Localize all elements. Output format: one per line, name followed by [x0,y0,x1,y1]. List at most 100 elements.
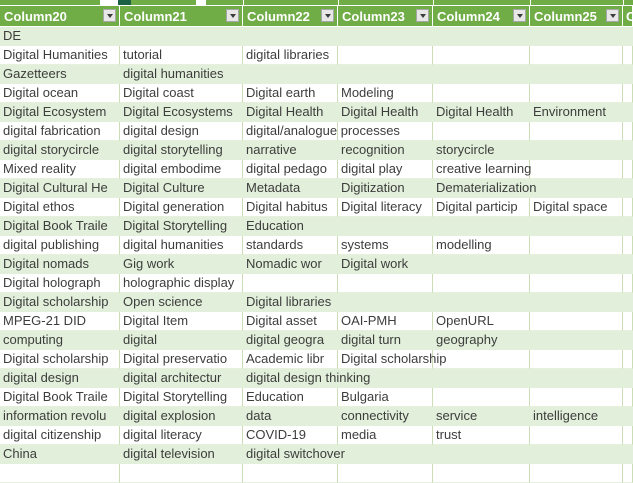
cell[interactable]: digital storycircle [0,141,120,160]
cell[interactable] [623,141,633,160]
cell[interactable]: Digital habitus [243,198,338,217]
cell[interactable] [433,27,530,46]
cell[interactable]: digital literacy [120,426,243,445]
cell[interactable] [0,464,120,483]
cell[interactable] [530,160,623,179]
cell[interactable] [338,464,433,483]
cell[interactable] [530,179,623,198]
cell[interactable] [530,236,623,255]
cell[interactable] [243,274,338,293]
cell[interactable]: Digital coast [120,84,243,103]
cell[interactable]: digital libraries [243,46,338,65]
cell[interactable] [433,46,530,65]
cell[interactable]: digital television [120,445,243,464]
column-header-column20[interactable]: Column20 [0,6,120,27]
cell[interactable]: digital design [0,369,120,388]
cell[interactable]: Bulgaria [338,388,433,407]
cell[interactable]: recognition [338,141,433,160]
cell[interactable] [530,255,623,274]
cell[interactable] [530,274,623,293]
cell[interactable]: digital humanities [120,236,243,255]
cell[interactable] [530,464,623,483]
cell[interactable] [433,274,530,293]
cell[interactable]: Digital Culture [120,179,243,198]
cell[interactable] [623,103,633,122]
cell[interactable] [243,464,338,483]
cell[interactable]: computing [0,331,120,350]
cell[interactable] [530,331,623,350]
cell[interactable]: digital storytelling [120,141,243,160]
cell[interactable]: trust [433,426,530,445]
cell[interactable]: data [243,407,338,426]
cell[interactable] [433,217,530,236]
column-header-column21[interactable]: Column21 [120,6,243,27]
filter-dropdown-button[interactable] [416,9,429,22]
cell[interactable] [243,65,338,84]
cell[interactable] [433,445,530,464]
cell[interactable]: digital pedago [243,160,338,179]
cell[interactable] [433,388,530,407]
cell[interactable]: digital explosion [120,407,243,426]
cell[interactable] [530,369,623,388]
cell[interactable]: standards [243,236,338,255]
filter-dropdown-button[interactable] [606,9,619,22]
cell[interactable] [530,312,623,331]
cell[interactable] [623,293,633,312]
cell[interactable]: Digital libraries [243,293,338,312]
cell[interactable]: media [338,426,433,445]
cell[interactable] [530,122,623,141]
cell[interactable] [530,84,623,103]
cell[interactable] [338,46,433,65]
cell[interactable] [530,65,623,84]
cell[interactable]: Open science [120,293,243,312]
cell[interactable]: Digital Ecosystem [0,103,120,122]
cell[interactable] [530,293,623,312]
cell[interactable] [530,350,623,369]
cell[interactable]: modelling [433,236,530,255]
cell[interactable]: DE [0,27,120,46]
cell[interactable] [623,350,633,369]
cell[interactable] [338,369,433,388]
cell[interactable] [530,46,623,65]
filter-dropdown-button[interactable] [103,9,116,22]
cell[interactable] [623,84,633,103]
cell[interactable]: Digital Book Traile [0,388,120,407]
cell[interactable]: Digital work [338,255,433,274]
cell[interactable]: Digital generation [120,198,243,217]
cell[interactable] [120,27,243,46]
cell[interactable] [623,312,633,331]
column-header-column23[interactable]: Column23 [338,6,433,27]
column-header-partial[interactable]: C [623,6,633,27]
cell[interactable]: storycircle [433,141,530,160]
cell[interactable]: Digital particip [433,198,530,217]
cell[interactable]: intelligence [530,407,623,426]
cell[interactable]: COVID-19 [243,426,338,445]
cell[interactable] [623,255,633,274]
cell[interactable]: Digital ethos [0,198,120,217]
cell[interactable] [530,27,623,46]
cell[interactable]: Environment [530,103,623,122]
cell[interactable]: digital turn [338,331,433,350]
cell[interactable]: digital switchover [243,445,345,464]
cell[interactable] [433,65,530,84]
cell[interactable] [623,369,633,388]
cell[interactable]: Metadata [243,179,338,198]
cell[interactable]: connectivity [338,407,433,426]
cell[interactable] [623,46,633,65]
cell[interactable]: digital fabrication [0,122,120,141]
cell[interactable]: Digitization [338,179,433,198]
cell[interactable] [433,293,530,312]
cell[interactable]: digital embodime [120,160,243,179]
cell[interactable]: digital publishing [0,236,120,255]
cell[interactable] [338,445,433,464]
cell[interactable] [623,426,633,445]
cell[interactable] [433,255,530,274]
cell[interactable]: holographic display [120,274,243,293]
filter-dropdown-button[interactable] [513,9,526,22]
cell[interactable] [530,445,623,464]
cell[interactable]: digital humanities [120,65,243,84]
cell[interactable]: Digital preservatio [120,350,243,369]
cell[interactable]: Digital Health [433,103,530,122]
cell[interactable]: digital [120,331,243,350]
cell[interactable]: Digital scholarship [0,293,120,312]
